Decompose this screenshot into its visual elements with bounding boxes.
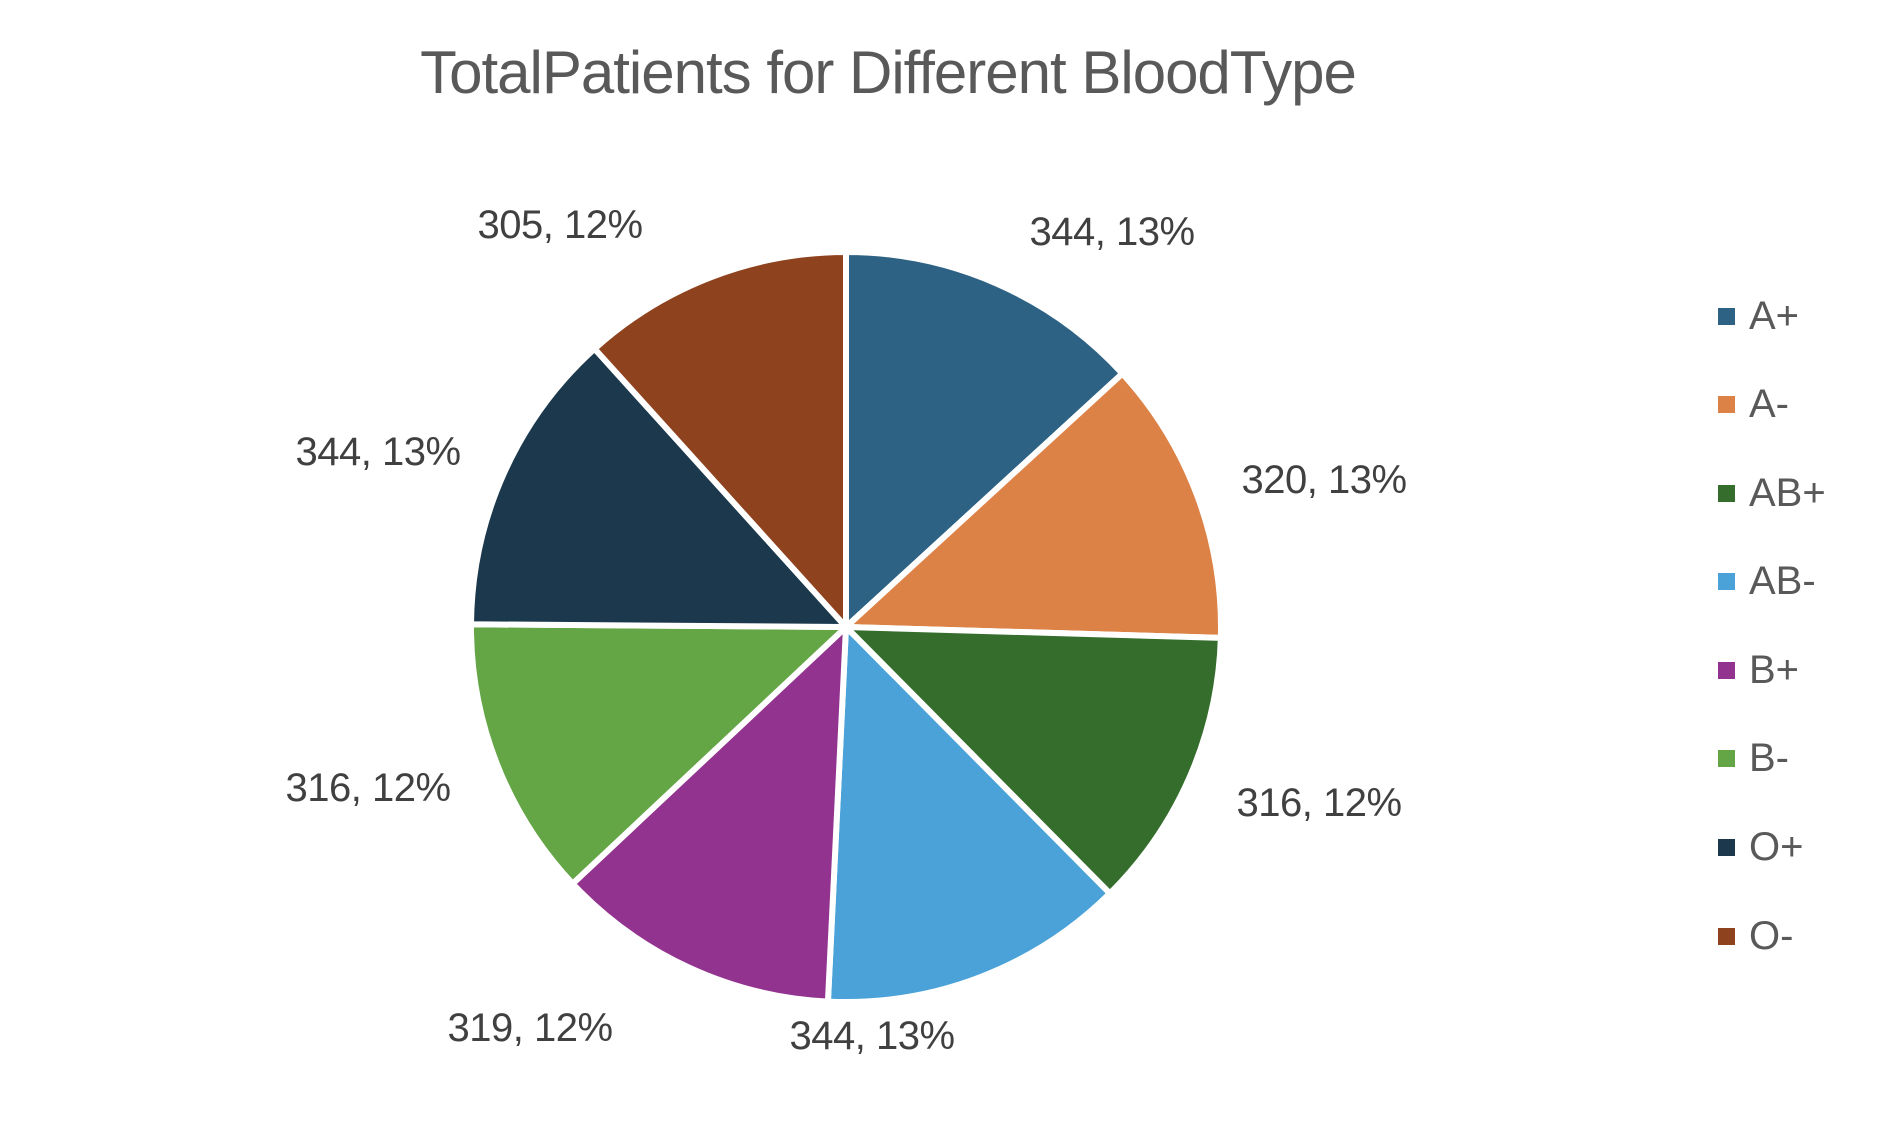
legend-swatch-O+ <box>1718 839 1735 857</box>
pie-slice-O+[interactable] <box>468 345 849 630</box>
legend-item-A+[interactable]: A+ <box>1718 293 1826 339</box>
data-label-B-: 316, 12% <box>285 766 450 810</box>
pie-slice-B+[interactable] <box>569 624 849 1005</box>
data-label-A+: 344, 13% <box>1029 210 1194 254</box>
legend-label: AB- <box>1749 559 1816 604</box>
pie-slice-A-[interactable] <box>843 370 1224 641</box>
pie-slice-O-[interactable] <box>591 249 849 630</box>
legend-label: B+ <box>1749 647 1800 692</box>
legend-swatch-A+ <box>1718 307 1735 325</box>
data-label-AB-: 344, 13% <box>789 1014 954 1058</box>
data-label-AB+: 316, 12% <box>1236 781 1401 825</box>
data-label-O-: 305, 12% <box>477 203 642 247</box>
legend-swatch-B- <box>1718 750 1735 768</box>
pie-slice-AB-[interactable] <box>824 624 1113 1005</box>
legend-label: A+ <box>1749 293 1800 338</box>
data-label-A-: 320, 13% <box>1241 458 1406 502</box>
pie-slice-AB+[interactable] <box>843 624 1224 897</box>
legend-label: O+ <box>1749 825 1804 870</box>
legend-swatch-O- <box>1718 927 1735 945</box>
legend-item-B-[interactable]: B- <box>1718 736 1826 782</box>
pie-slice-B-[interactable] <box>468 621 849 887</box>
legend-item-O-[interactable]: O- <box>1718 913 1826 959</box>
legend-label: B- <box>1749 736 1789 781</box>
pie-slice-A+[interactable] <box>843 249 1126 630</box>
data-label-O+: 344, 13% <box>295 430 460 474</box>
legend-item-AB+[interactable]: AB+ <box>1718 470 1826 516</box>
legend-swatch-A- <box>1718 396 1735 414</box>
data-label-B+: 319, 12% <box>447 1006 612 1050</box>
legend-swatch-AB- <box>1718 573 1735 591</box>
legend-item-O+[interactable]: O+ <box>1718 825 1826 871</box>
legend-item-AB-[interactable]: AB- <box>1718 559 1826 605</box>
legend-swatch-B+ <box>1718 661 1735 679</box>
legend-swatch-AB+ <box>1718 484 1735 502</box>
chart-title: TotalPatients for Different BloodType <box>420 39 1357 106</box>
legend-label: AB+ <box>1749 470 1826 515</box>
legend-label: O- <box>1749 913 1794 958</box>
legend-item-B+[interactable]: B+ <box>1718 647 1826 693</box>
legend-label: A- <box>1749 382 1789 427</box>
legend-item-A-[interactable]: A- <box>1718 382 1826 428</box>
legend: A+ A- AB+ AB- B+ B- O+ O- <box>1718 293 1826 959</box>
